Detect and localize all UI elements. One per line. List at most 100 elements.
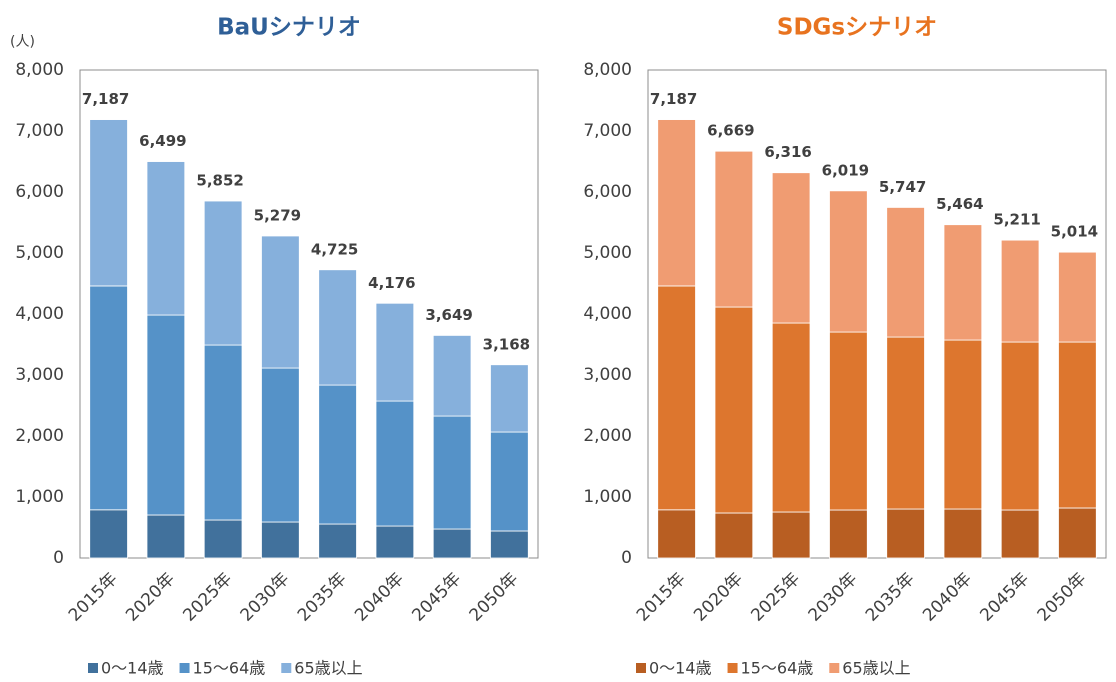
bar-segment — [89, 119, 128, 287]
x-tick-label: 2045年 — [408, 569, 465, 626]
y-tick-label: 1,000 — [583, 487, 632, 507]
bar-segment — [829, 190, 868, 333]
bar-segment — [1058, 507, 1097, 559]
bar-segment — [1000, 239, 1040, 343]
bar-segment — [203, 344, 243, 521]
y-tick-label: 1,000 — [15, 487, 64, 507]
x-tick-label: 2040年 — [351, 569, 408, 626]
bar-segment — [318, 523, 357, 559]
legend-label: 0～14歳 — [101, 659, 164, 678]
bar-segment — [261, 235, 300, 369]
bar-segment — [771, 172, 811, 324]
bar-segment — [261, 521, 300, 559]
bar-segment — [375, 400, 415, 527]
y-tick-label: 3,000 — [583, 365, 632, 385]
x-tick-label: 2035年 — [862, 569, 919, 626]
x-tick-label: 2040年 — [919, 569, 976, 626]
y-tick-label: 5,000 — [583, 243, 632, 263]
x-tick-label: 2050年 — [466, 569, 523, 626]
legend-label: 65歳以上 — [294, 659, 362, 678]
legend-swatch — [829, 663, 840, 673]
legend-swatch — [88, 663, 98, 673]
legend-label: 15～64歳 — [741, 659, 814, 678]
x-tick-label: 2035年 — [294, 569, 351, 626]
total-label: 6,499 — [139, 132, 186, 150]
plot-frame — [647, 69, 1107, 559]
bar-segment — [1058, 251, 1097, 343]
total-label: 5,747 — [879, 178, 926, 196]
bar-segment — [490, 530, 529, 559]
x-tick-label: 2020年 — [122, 569, 179, 626]
chart-title: SDGsシナリオ — [777, 15, 937, 41]
total-label: 5,014 — [1051, 223, 1098, 241]
x-tick-label: 2025年 — [179, 569, 236, 626]
bar-segment — [829, 331, 868, 511]
x-tick-label: 2020年 — [690, 569, 747, 626]
bar-segment — [432, 335, 472, 417]
x-tick-label: 2015年 — [65, 569, 122, 626]
y-tick-label: 2,000 — [583, 426, 632, 446]
bar-segment — [261, 367, 300, 523]
y-tick-label: 8,000 — [15, 60, 64, 80]
legend-label: 15～64歳 — [193, 659, 266, 678]
x-tick-label: 2045年 — [976, 569, 1033, 626]
legend-label: 0～14歳 — [649, 659, 712, 678]
x-tick-label: 2030年 — [805, 569, 862, 626]
bar-segment — [146, 161, 186, 316]
total-label: 5,464 — [936, 195, 983, 213]
y-tick-label: 7,000 — [15, 121, 64, 141]
total-label: 6,669 — [707, 122, 754, 140]
y-tick-label: 4,000 — [15, 304, 64, 324]
y-tick-label: 2,000 — [15, 426, 64, 446]
bar-segment — [714, 150, 754, 308]
total-label: 7,187 — [650, 90, 697, 108]
bar-segment — [714, 306, 754, 514]
y-tick-label: 8,000 — [583, 60, 632, 80]
bar-segment — [432, 415, 472, 530]
total-label: 6,316 — [764, 143, 811, 161]
y-tick-label: 0 — [53, 548, 64, 568]
y-unit: (人) — [10, 34, 35, 50]
bar-segment — [714, 512, 754, 559]
bar-segment — [318, 269, 357, 386]
total-label: 7,187 — [82, 90, 129, 108]
bar-segment — [318, 384, 357, 525]
bar-segment — [943, 224, 983, 341]
legend-swatch — [727, 663, 738, 673]
y-tick-label: 4,000 — [583, 304, 632, 324]
bar-segment — [432, 528, 472, 559]
bar-segment — [771, 511, 811, 559]
bar-segment — [771, 322, 811, 513]
total-label: 5,211 — [993, 211, 1040, 229]
y-tick-label: 5,000 — [15, 243, 64, 263]
total-label: 4,176 — [368, 274, 415, 292]
bar-segment — [490, 364, 529, 433]
legend-swatch — [179, 663, 190, 673]
y-tick-label: 6,000 — [15, 182, 64, 202]
total-label: 5,279 — [254, 206, 301, 224]
legend-label: 65歳以上 — [842, 659, 910, 678]
bar-segment — [490, 431, 529, 532]
bar-segment — [1058, 341, 1097, 509]
bar-segment — [375, 525, 415, 559]
bar-segment — [886, 207, 925, 338]
bar-segment — [89, 509, 128, 559]
y-tick-label: 0 — [621, 548, 632, 568]
total-label: 4,725 — [311, 240, 358, 258]
bar-segment — [657, 119, 696, 287]
bar-segment — [657, 285, 696, 511]
bar-segment — [375, 302, 415, 402]
bar-segment — [89, 285, 128, 511]
total-label: 6,019 — [822, 161, 869, 179]
bar-segment — [1000, 341, 1040, 511]
bar-segment — [829, 509, 868, 559]
bar-segment — [203, 519, 243, 559]
legend-swatch — [281, 663, 292, 673]
x-tick-label: 2025年 — [747, 569, 804, 626]
bar-segment — [146, 314, 186, 516]
chart-title: BaUシナリオ — [217, 15, 361, 41]
bar-segment — [943, 339, 983, 510]
bar-segment — [203, 200, 243, 346]
bar-segment — [657, 509, 696, 559]
